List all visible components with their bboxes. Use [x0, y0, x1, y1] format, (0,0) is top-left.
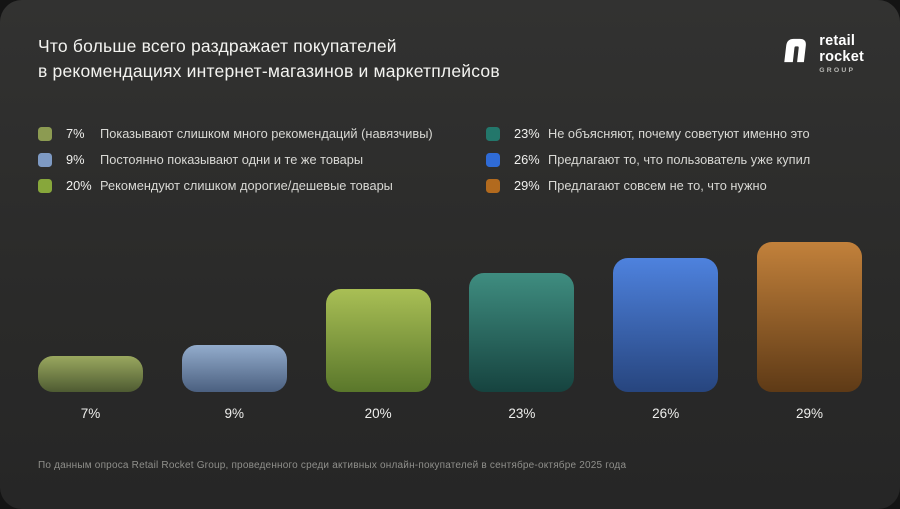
bar-column: 7% [38, 356, 143, 421]
legend-label: Предлагают совсем не то, что нужно [548, 178, 767, 193]
bar-column: 26% [613, 258, 719, 421]
legend-percent: 26% [514, 152, 540, 167]
bar-20% [325, 289, 431, 392]
title-line-1: Что больше всего раздражает покупателей [38, 36, 397, 56]
bar-column: 23% [469, 273, 575, 421]
bar-column: 20% [325, 289, 431, 421]
legend-swatch [38, 178, 52, 193]
legend-item: 20% Рекомендуют слишком дорогие/дешевые … [38, 178, 454, 193]
legend-percent: 20% [66, 178, 92, 193]
legend-item: 7% Показывают слишком много рекомендаций… [38, 126, 454, 141]
retail-rocket-logo: retail rocket GROUP [777, 33, 864, 75]
bar-7% [38, 356, 143, 392]
bar-value-label: 9% [224, 406, 245, 421]
bar-chart: 7% 9% 20% 23% 26% 29% [38, 242, 862, 421]
logo-word-group: GROUP [819, 67, 856, 75]
bar-column: 9% [181, 345, 287, 421]
bar-29% [756, 242, 862, 392]
header: Что больше всего раздражает покупателей … [38, 33, 864, 84]
logo-word-retail: retail [819, 33, 856, 49]
legend-swatch [38, 152, 52, 167]
legend-swatch [486, 126, 500, 141]
logo-word-rocket: rocket [819, 48, 864, 65]
legend-percent: 23% [514, 126, 540, 141]
legend-column-left: 7% Показывают слишком много рекомендаций… [38, 126, 454, 193]
legend-swatch [38, 126, 52, 141]
legend-label: Рекомендуют слишком дорогие/дешевые това… [100, 178, 393, 193]
legend-item: 9% Постоянно показывают одни и те же тов… [38, 152, 454, 167]
legend-swatch [486, 152, 500, 167]
legend-percent: 29% [514, 178, 540, 193]
logo-text: retail rocket GROUP [819, 33, 864, 75]
legend: 7% Показывают слишком много рекомендаций… [38, 126, 870, 193]
legend-item: 29% Предлагают совсем не то, что нужно [486, 178, 870, 193]
bars-container: 7% 9% 20% 23% 26% 29% [38, 242, 862, 421]
title-line-2: в рекомендациях интернет-магазинов и мар… [38, 60, 500, 81]
bar-value-label: 7% [80, 406, 101, 421]
legend-percent: 9% [66, 152, 85, 167]
bar-value-label: 20% [364, 406, 392, 421]
bar-column: 29% [756, 242, 862, 421]
legend-label: Не объясняют, почему советуют именно это [548, 126, 810, 141]
legend-label: Предлагают то, что пользователь уже купи… [548, 152, 811, 167]
bar-value-label: 29% [795, 406, 823, 421]
bar-23% [469, 273, 575, 392]
legend-label: Постоянно показывают одни и те же товары [100, 152, 364, 167]
footnote: По данным опроса Retail Rocket Group, пр… [38, 460, 627, 471]
legend-swatch [486, 178, 500, 193]
bar-value-label: 23% [508, 406, 536, 421]
legend-percent: 7% [66, 126, 85, 141]
legend-item: 23% Не объясняют, почему советуют именно… [486, 126, 870, 141]
bar-26% [613, 258, 719, 392]
page-title: Что больше всего раздражает покупателей … [38, 34, 500, 84]
legend-label: Показывают слишком много рекомендаций (н… [100, 126, 433, 141]
legend-item: 26% Предлагают то, что пользователь уже … [486, 152, 870, 167]
retail-rocket-logo-icon [784, 38, 807, 63]
bar-value-label: 26% [652, 406, 680, 421]
legend-column-right: 23% Не объясняют, почему советуют именно… [454, 126, 870, 193]
bar-9% [181, 345, 287, 392]
